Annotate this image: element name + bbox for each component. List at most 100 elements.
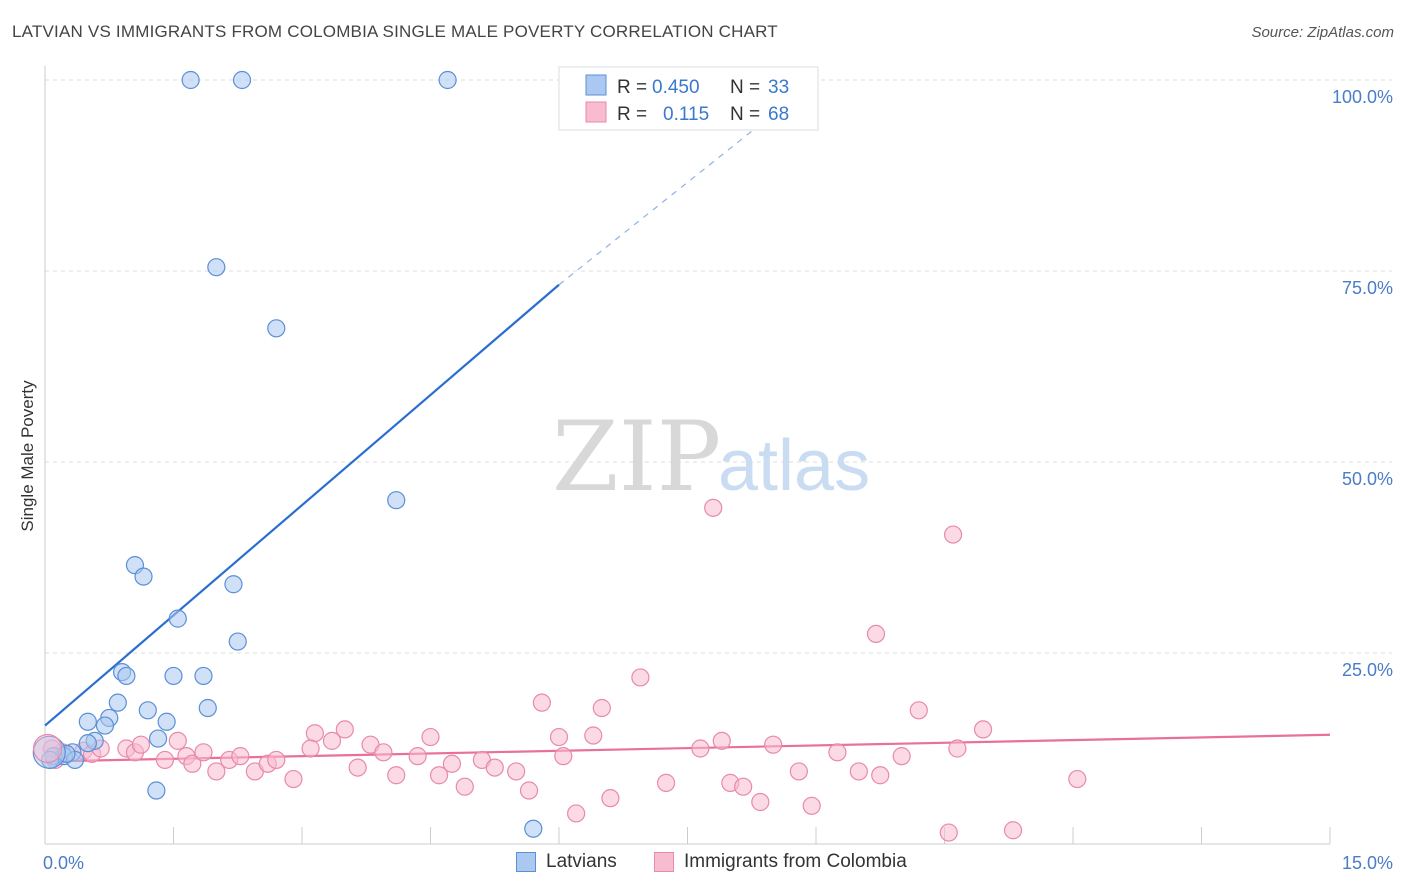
colombia-point-44 [601, 789, 620, 808]
colombia-point-5 [592, 698, 611, 718]
colombia-point-2 [866, 624, 886, 644]
latvian-point-0 [181, 70, 200, 90]
latvian-point-16 [138, 701, 157, 720]
colombia-point-8 [335, 720, 354, 739]
legend-r-label-colombia: R = [617, 104, 647, 125]
colombia-point-39 [485, 758, 504, 777]
legend-n-value-colombia: 68 [768, 104, 789, 125]
stats-legend: R = 0.450 N = 33 R = 0.115 N = 68 [558, 66, 819, 131]
colombia-point-4 [532, 693, 551, 712]
colombia-point-34 [421, 727, 440, 747]
latvian-point-10 [228, 632, 247, 651]
colombia-point-16 [168, 731, 187, 750]
latvian-point-15 [108, 693, 127, 712]
watermark-atlas: atlas [718, 426, 870, 506]
colombia-point-46 [691, 739, 710, 758]
colombia-point-15 [155, 750, 175, 770]
colombia-point-27 [301, 739, 320, 758]
chart-title: LATVIAN VS IMMIGRANTS FROM COLOMBIA SING… [12, 22, 778, 41]
legend-swatch-latvians-bottom [516, 852, 536, 872]
legend-swatch-colombia [585, 101, 607, 123]
colombia-point-14 [131, 735, 151, 754]
legend-r-label-latvians: R = [617, 77, 647, 98]
colombia-point-20 [207, 762, 226, 781]
watermark-zip: ZIP [552, 401, 721, 513]
axes [44, 66, 1331, 845]
latvian-point-9 [168, 609, 187, 628]
legend-n-value-latvians: 33 [768, 77, 789, 98]
latvian-point-32 [524, 819, 543, 838]
latvian-point-24 [148, 729, 168, 748]
latvian-point-2 [438, 70, 457, 90]
colombia-point-45 [656, 773, 676, 792]
colombia-point-10 [549, 727, 569, 747]
source-credit: Source: ZipAtlas.com [1251, 24, 1394, 41]
colombia-point-0 [704, 498, 723, 517]
colombia-point-57 [892, 747, 911, 766]
legend-item-latvians[interactable]: Latvians [516, 851, 617, 873]
legend-swatch-latvians [585, 74, 607, 96]
colombia-point-58 [939, 823, 958, 842]
data-points [32, 70, 1087, 842]
colombia-point-59 [948, 739, 967, 758]
colombia-point-22 [231, 747, 250, 766]
legend-label-latvians: Latvians [546, 851, 617, 872]
colombia-point-7 [305, 724, 324, 743]
colombia-point-55 [849, 762, 868, 781]
tick-labels: 100.0% 75.0% 50.0% 25.0% 0.0% 15.0% [43, 87, 1393, 873]
colombia-point-53 [802, 796, 821, 815]
colombia-point-6 [909, 701, 928, 720]
colombia-point-50 [751, 792, 770, 812]
latvian-trend-line [44, 283, 560, 727]
x-tick-label-0: 0.0% [43, 853, 84, 873]
y-tick-label-1: 75.0% [1342, 278, 1393, 298]
legend-label-colombia: Immigrants from Colombia [684, 851, 907, 872]
latvian-point-19 [78, 712, 97, 731]
legend-n-label-latvians: N = [730, 77, 760, 98]
colombia-point-51 [764, 735, 783, 754]
colombia-point-35 [429, 766, 449, 785]
colombia-point-26 [284, 769, 303, 789]
latvian-point-4 [267, 319, 286, 338]
colombia-point-29 [348, 758, 367, 777]
colombia-point-43 [567, 804, 586, 823]
colombia-point-32 [387, 766, 406, 785]
colombia-point-18 [183, 754, 202, 773]
latvian-point-7 [134, 567, 153, 586]
trend-lines [44, 79, 1331, 763]
colombia-point-49 [734, 777, 753, 796]
latvian-point-1 [232, 70, 252, 90]
colombia-point-56 [871, 766, 890, 785]
y-tick-label-0: 100.0% [1332, 87, 1393, 107]
colombia-point-61 [1068, 769, 1087, 789]
latvian-point-21 [95, 716, 115, 735]
colombia-point-47 [712, 731, 731, 750]
colombia-point-42 [554, 747, 573, 766]
colombia-point-31 [374, 743, 393, 762]
colombia-point-36 [442, 754, 462, 773]
latvian-point-14 [194, 666, 213, 686]
legend-item-colombia[interactable]: Immigrants from Colombia [654, 851, 907, 873]
latvian-point-20 [157, 712, 176, 731]
colombia-point-40 [507, 762, 526, 781]
latvian-point-13 [164, 666, 183, 686]
legend-r-value-colombia: 0.115 [663, 104, 709, 125]
latvian-point-17 [198, 698, 217, 718]
latvian-point-8 [224, 575, 243, 594]
colombia-point-54 [828, 743, 847, 762]
colombia-point-52 [789, 762, 808, 781]
colombia-point-1 [943, 525, 963, 544]
colombia-trend-line [44, 733, 1331, 763]
colombia-point-9 [973, 720, 993, 739]
x-tick-label-1: 15.0% [1342, 853, 1393, 873]
colombia-point-41 [519, 781, 539, 800]
legend-n-label-colombia: N = [730, 104, 760, 125]
latvian-point-23 [78, 734, 97, 753]
colombia-point-25 [267, 750, 286, 770]
colombia-point-60 [1003, 821, 1023, 840]
latvian-point-12 [117, 666, 136, 686]
colombia-cluster-point [32, 733, 63, 764]
colombia-point-11 [584, 726, 603, 745]
series-legend: Latvians Immigrants from Colombia [0, 851, 1406, 879]
